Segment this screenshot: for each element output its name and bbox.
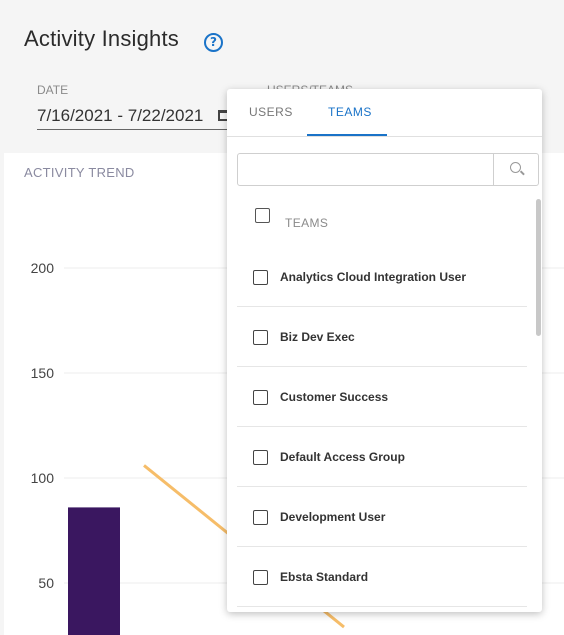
team-checkbox[interactable] xyxy=(253,330,268,345)
bar-mark[interactable] xyxy=(68,507,120,635)
y-tick-label: 50 xyxy=(38,575,54,591)
y-tick-label: 200 xyxy=(31,260,55,276)
page-title: Activity Insights xyxy=(24,26,180,51)
team-checkbox[interactable] xyxy=(253,570,268,585)
teams-header-label: TEAMS xyxy=(285,216,329,230)
y-tick-label: 150 xyxy=(31,365,55,381)
team-label: Development User xyxy=(280,510,386,524)
team-label: Customer Success xyxy=(280,390,389,404)
team-search-box xyxy=(237,153,539,186)
team-checkbox[interactable] xyxy=(253,390,268,405)
users-teams-dropdown: USERS TEAMS TEAMS Analytics Cloud Integr… xyxy=(227,89,542,612)
date-label: DATE xyxy=(37,83,69,97)
chart-title: ACTIVITY TREND xyxy=(24,165,135,180)
search-icon xyxy=(510,162,521,173)
list-item[interactable]: Default Access Group xyxy=(237,427,527,487)
team-label: Analytics Cloud Integration User xyxy=(280,270,467,284)
date-range-input[interactable]: 7/16/2021 - 7/22/2021 xyxy=(37,102,232,130)
select-all-row[interactable]: TEAMS xyxy=(237,197,527,247)
list-item[interactable]: Development User xyxy=(237,487,527,547)
team-checkbox[interactable] xyxy=(253,270,268,285)
y-tick-label: 100 xyxy=(31,470,55,486)
team-label: Ebsta Standard xyxy=(280,570,369,584)
list-item[interactable]: Analytics Cloud Integration User xyxy=(237,247,527,307)
team-checkbox[interactable] xyxy=(253,450,268,465)
tab-teams[interactable]: TEAMS xyxy=(328,105,372,119)
list-scrollbar[interactable] xyxy=(536,199,541,336)
team-list: TEAMS Analytics Cloud Integration User B… xyxy=(237,197,527,612)
list-item[interactable]: Ebsta Standard xyxy=(237,547,527,607)
list-item[interactable]: Customer Success xyxy=(237,367,527,427)
dropdown-tabs: USERS TEAMS xyxy=(227,89,542,137)
select-all-checkbox[interactable] xyxy=(255,208,270,223)
team-checkbox[interactable] xyxy=(253,510,268,525)
tab-users[interactable]: USERS xyxy=(249,105,293,119)
team-label: Biz Dev Exec xyxy=(280,330,355,344)
date-range-value: 7/16/2021 - 7/22/2021 xyxy=(37,106,204,125)
team-search-input[interactable] xyxy=(238,154,494,185)
list-item[interactable]: Biz Dev Exec xyxy=(237,307,527,367)
search-button[interactable] xyxy=(493,154,538,185)
team-label: Default Access Group xyxy=(280,450,405,464)
help-circle-icon[interactable]: ? xyxy=(204,33,223,52)
active-tab-indicator xyxy=(307,134,387,136)
